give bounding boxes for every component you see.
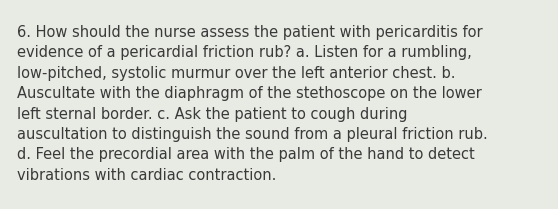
Text: 6. How should the nurse assess the patient with pericarditis for
evidence of a p: 6. How should the nurse assess the patie… (17, 25, 488, 183)
